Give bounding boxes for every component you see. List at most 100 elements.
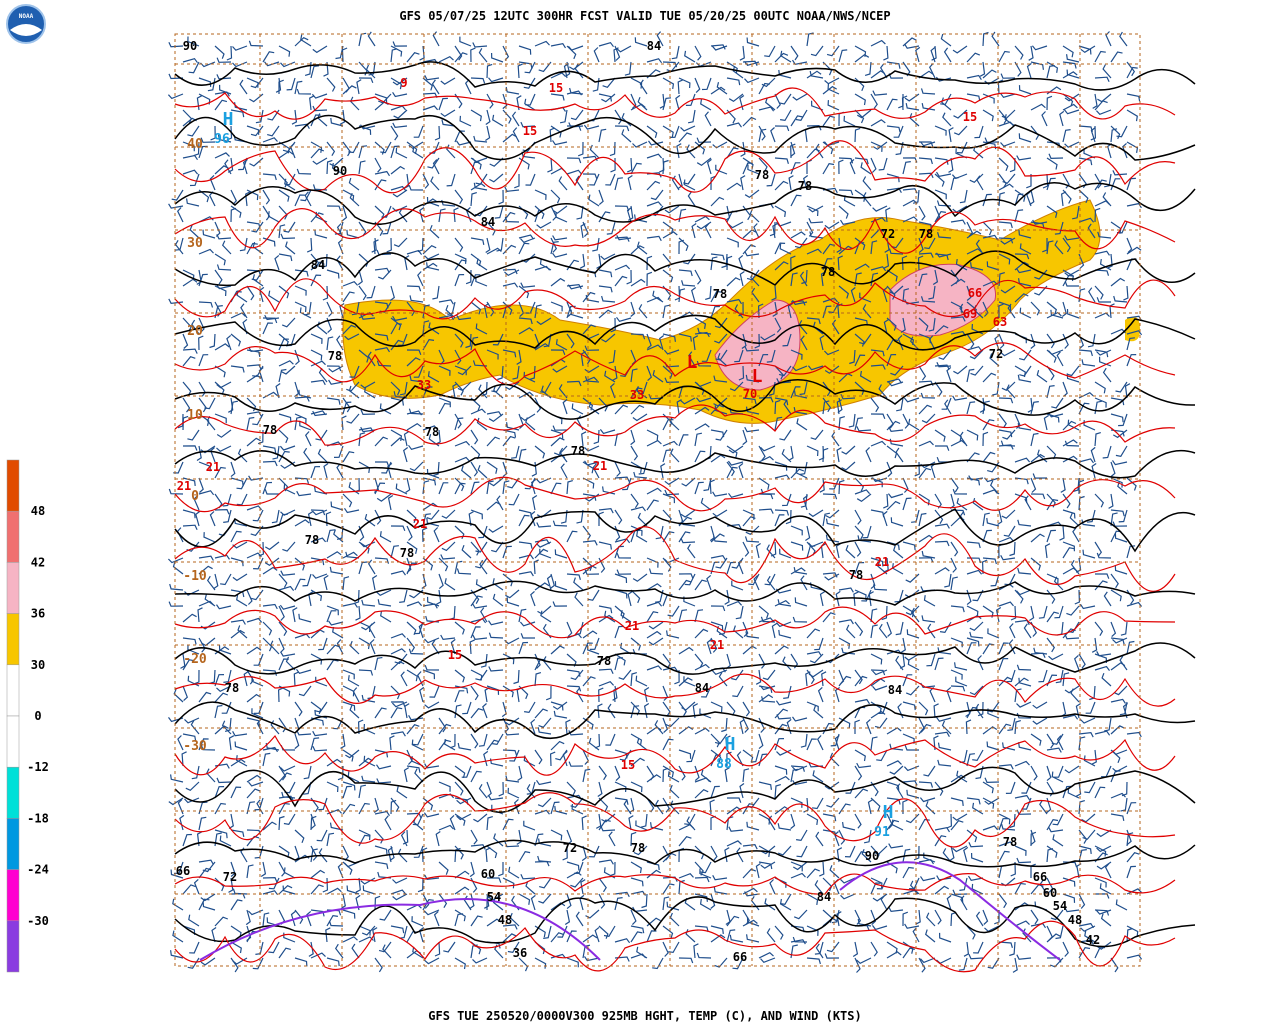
- wind-barb: [300, 34, 312, 47]
- wind-barb: [867, 799, 874, 815]
- wind-barb: [1001, 823, 1016, 831]
- wind-barb: [189, 941, 200, 954]
- wind-barb: [902, 701, 916, 711]
- wind-barb: [678, 132, 692, 143]
- wind-barb: [390, 185, 407, 191]
- wind-barb: [441, 541, 456, 552]
- wind-barb: [443, 941, 456, 953]
- wind-barb: [360, 426, 376, 433]
- wind-barb: [1078, 349, 1093, 357]
- wind-barb: [678, 677, 693, 687]
- wind-barb: [839, 219, 856, 225]
- wind-barb: [648, 140, 664, 146]
- wind-barb: [939, 621, 952, 634]
- wind-barb: [198, 273, 208, 287]
- wind-barb: [1046, 385, 1055, 399]
- wind-barb: [806, 248, 822, 255]
- wind-barb: [726, 77, 741, 86]
- wind-barb: [872, 141, 888, 150]
- wind-barb: [421, 527, 428, 543]
- wind-barb: [662, 925, 674, 939]
- wind-barb: [582, 540, 598, 546]
- wind-barb: [678, 872, 694, 879]
- wind-barb: [539, 877, 552, 889]
- wind-barb: [710, 253, 725, 261]
- wind-barb: [902, 780, 918, 786]
- wind-barb: [1094, 285, 1104, 300]
- wind-barb: [934, 885, 949, 895]
- wind-barb: [326, 397, 341, 405]
- wind-barb: [1061, 301, 1067, 317]
- wind-barb: [326, 269, 340, 279]
- wind-barb: [456, 314, 472, 321]
- wind-barb: [549, 751, 556, 767]
- wind-barb: [678, 311, 694, 319]
- wind-barb: [854, 719, 860, 734]
- wind-barb: [1094, 541, 1103, 557]
- wind-barb: [912, 927, 920, 943]
- wind-barb: [742, 701, 751, 717]
- wind-barb: [694, 406, 710, 415]
- wind-barb: [214, 692, 229, 703]
- wind-barb: [452, 383, 458, 399]
- wind-barb: [774, 261, 789, 271]
- wind-barb: [815, 143, 824, 159]
- wind-barb: [518, 234, 534, 240]
- wind-barb: [298, 613, 312, 623]
- wind-barb: [198, 898, 210, 911]
- wind-barb: [726, 445, 738, 458]
- low-marker: L: [687, 352, 698, 373]
- wind-barb: [456, 140, 472, 146]
- wind-barb: [775, 700, 792, 706]
- wind-barb: [246, 864, 254, 879]
- wind-barb: [854, 333, 865, 347]
- wind-barb: [1126, 61, 1136, 77]
- wind-barb: [570, 309, 584, 319]
- colorbar-bin: [6, 664, 20, 717]
- wind-barb: [678, 77, 691, 89]
- wind-barb: [214, 829, 228, 839]
- wind-barb: [1078, 479, 1085, 495]
- wind-barb: [1062, 509, 1076, 519]
- wind-barb: [597, 703, 603, 719]
- wind-barb: [934, 210, 946, 223]
- wind-barb: [806, 651, 822, 657]
- wind-barb: [1083, 755, 1096, 767]
- wind-barb: [758, 354, 769, 367]
- wind-barb: [566, 530, 578, 543]
- wind-barb: [895, 621, 904, 636]
- wind-barb: [774, 461, 788, 471]
- wind-barb: [454, 669, 465, 683]
- wind-barb: [1030, 557, 1041, 571]
- wind-barb: [896, 783, 904, 799]
- wind-barb: [198, 490, 215, 496]
- wind-barb: [582, 291, 596, 303]
- wind-barb: [1094, 845, 1107, 857]
- wind-barb: [1036, 370, 1048, 383]
- wind-barb: [903, 397, 920, 403]
- wind-barb: [470, 77, 486, 84]
- wind-barb: [887, 493, 904, 499]
- wind-barb: [310, 261, 325, 271]
- temp-label: 63: [993, 315, 1007, 329]
- wind-barb: [854, 127, 861, 143]
- wind-barb: [419, 686, 425, 703]
- wind-barb: [432, 159, 440, 175]
- colorbar-bin: [6, 920, 20, 973]
- wind-barb: [1018, 229, 1032, 239]
- wind-barb: [614, 125, 630, 132]
- wind-barb: [1002, 429, 1016, 440]
- wind-barb: [454, 690, 465, 703]
- wind-barb: [278, 253, 293, 262]
- wind-barb: [214, 301, 222, 317]
- wind-barb: [587, 589, 600, 601]
- wind-barb: [488, 413, 504, 423]
- wind-barb: [664, 477, 680, 486]
- height-contour: [174, 114, 1196, 161]
- wind-barb: [197, 607, 203, 623]
- wind-barb: [230, 619, 246, 625]
- wind-barb: [761, 696, 776, 703]
- wind-barb: [636, 530, 648, 543]
- wind-barb: [349, 192, 360, 207]
- wind-barb: [905, 605, 920, 616]
